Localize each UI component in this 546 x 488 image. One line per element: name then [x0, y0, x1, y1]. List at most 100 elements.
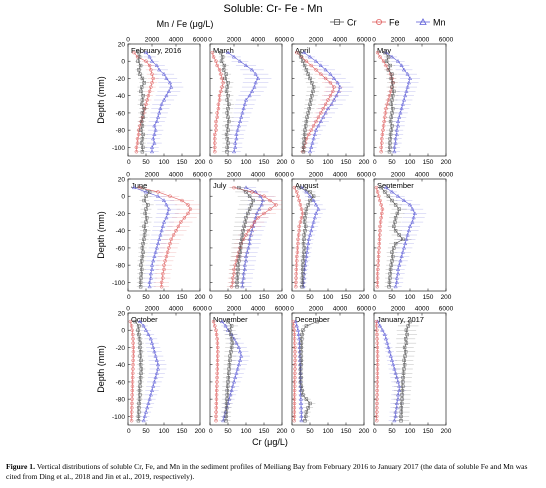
point-fe [314, 119, 318, 124]
point-fe [295, 250, 300, 254]
point-fe [164, 254, 169, 259]
point-fe [169, 237, 173, 242]
bottom-axis-label: Cr (μg/L) [252, 437, 288, 447]
point-cr [224, 132, 229, 137]
point-fe [378, 55, 382, 59]
panel-month-label: December [295, 315, 330, 324]
point-cr [389, 115, 393, 119]
point-cr [225, 393, 229, 397]
point-cr [226, 375, 231, 380]
point-cr [302, 250, 306, 254]
point-fe [165, 250, 170, 254]
point-cr [146, 203, 150, 207]
point-fe [151, 76, 155, 81]
point-fe [150, 72, 154, 76]
cr-tick-label: 100 [159, 159, 170, 166]
point-mn [145, 405, 150, 410]
point-fe [296, 194, 300, 198]
point-mn [297, 336, 302, 341]
point-cr [225, 384, 230, 388]
point-mn [149, 388, 155, 392]
point-mn [246, 245, 251, 250]
cr-tick-label: 50 [142, 159, 150, 166]
point-fe [131, 350, 136, 354]
point-mn [225, 50, 231, 55]
series-line-cr [298, 52, 314, 152]
point-mn [304, 254, 309, 258]
cr-tick-label: 200 [359, 159, 370, 166]
point-mn [237, 119, 243, 123]
point-fe [293, 354, 297, 358]
point-fe [214, 388, 219, 393]
point-cr [399, 414, 403, 419]
cr-tick-label: 50 [306, 428, 314, 435]
cr-tick-label: 150 [177, 159, 188, 166]
point-fe [130, 388, 135, 393]
depth-tick-label: 20 [118, 176, 126, 183]
point-cr [137, 406, 141, 410]
point-cr [406, 324, 410, 328]
point-cr [237, 259, 241, 263]
point-mn [257, 206, 262, 211]
point-mn [304, 249, 310, 254]
point-cr [219, 50, 223, 55]
point-cr [299, 341, 304, 345]
point-cr [390, 124, 394, 128]
point-mn [255, 76, 261, 80]
point-fe [375, 276, 380, 280]
point-mn [164, 76, 169, 80]
point-fe [214, 128, 218, 132]
point-cr [389, 263, 393, 267]
point-cr [405, 332, 409, 337]
point-cr [392, 246, 396, 250]
cr-tick-label: 150 [259, 428, 270, 435]
point-cr [235, 276, 240, 280]
point-mn [147, 280, 152, 284]
legend-label-fe: Fe [389, 18, 400, 28]
depth-tick-label: -20 [116, 76, 126, 83]
point-cr [301, 254, 306, 259]
point-mn [165, 211, 170, 215]
point-fe [380, 211, 384, 216]
point-cr [141, 94, 145, 98]
point-cr [383, 190, 387, 194]
point-cr [310, 94, 314, 98]
point-cr [393, 216, 398, 220]
point-mn [335, 80, 340, 85]
depth-tick-label: -40 [116, 228, 126, 235]
point-fe [297, 224, 301, 229]
depth-tick-label: -100 [112, 414, 125, 421]
point-fe [323, 76, 328, 81]
point-fe [182, 216, 187, 220]
point-mn [155, 114, 161, 119]
point-mn [313, 58, 319, 63]
cr-tick-label: 100 [405, 294, 416, 301]
point-cr [137, 397, 142, 401]
point-mn [397, 383, 402, 388]
point-mn [393, 409, 398, 414]
point-cr [235, 285, 239, 289]
point-fe [130, 393, 134, 397]
cr-tick-label: 50 [142, 428, 150, 435]
point-fe [292, 185, 297, 190]
point-cr [299, 384, 304, 388]
point-cr [224, 72, 228, 76]
point-fe [375, 371, 380, 376]
point-fe [213, 149, 217, 154]
point-cr [397, 233, 401, 237]
point-cr [227, 102, 231, 106]
point-mn [298, 401, 304, 405]
point-mn [395, 267, 401, 271]
point-cr [137, 324, 141, 328]
mnfe-tick-label: 2000 [309, 306, 324, 313]
point-fe [211, 319, 216, 324]
legend: Cr Fe Mn [330, 18, 446, 28]
point-fe [292, 406, 297, 410]
point-cr [399, 406, 404, 410]
point-fe [375, 418, 379, 423]
point-mn [247, 237, 252, 241]
point-cr [139, 371, 143, 375]
point-cr [302, 220, 307, 224]
